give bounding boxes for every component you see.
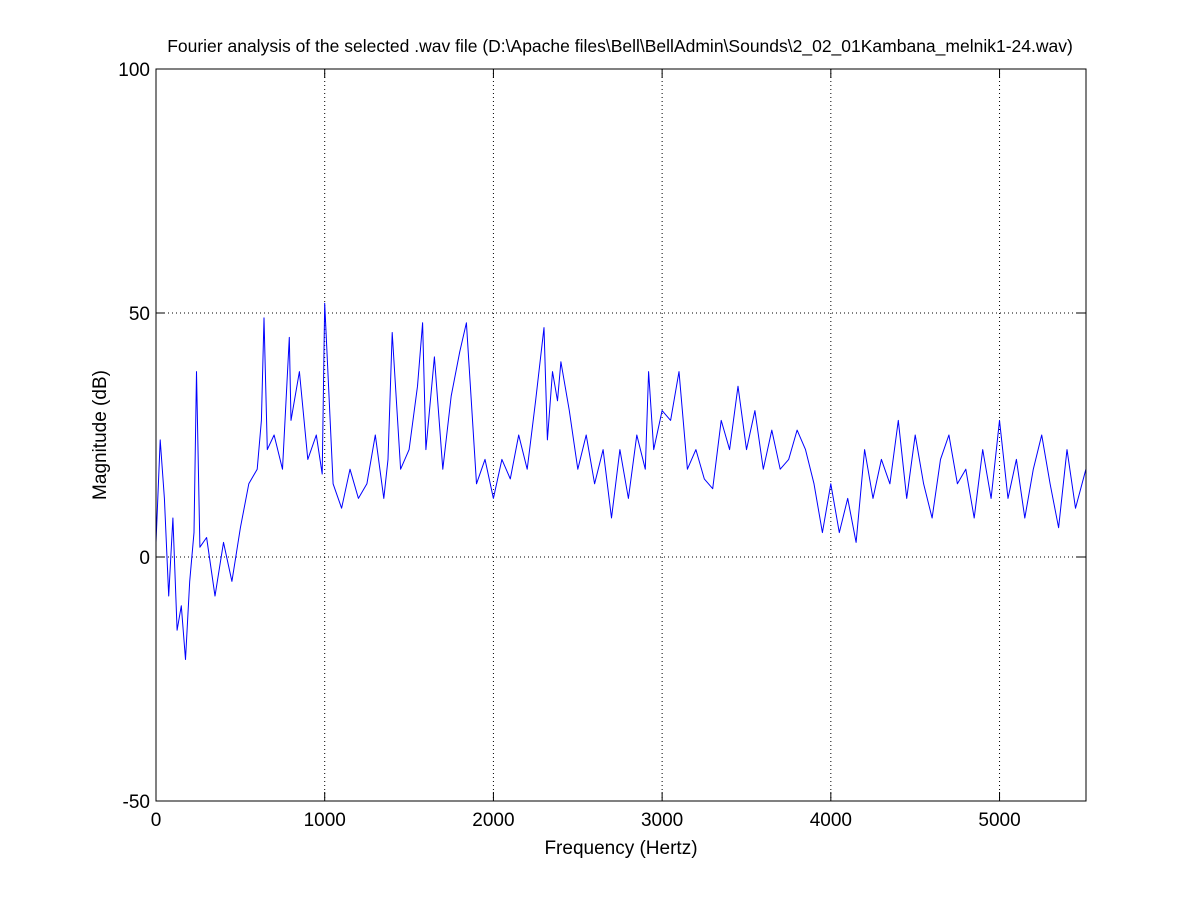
x-tick-label: 3000 — [641, 810, 683, 831]
grid — [156, 69, 1086, 801]
y-tick-label: 0 — [139, 548, 150, 569]
x-tick-label: 4000 — [810, 810, 852, 831]
spectrum-series-line — [155, 302, 1087, 660]
x-tick-label: 1000 — [304, 810, 346, 831]
y-tick-label: 100 — [118, 60, 150, 81]
y-tick-label: 50 — [129, 304, 150, 325]
y-tick-label: -50 — [123, 792, 150, 813]
series-group — [155, 302, 1087, 660]
x-tick-label: 0 — [151, 810, 162, 831]
x-tick-label: 5000 — [978, 810, 1020, 831]
axes-box — [155, 68, 1087, 802]
y-axis-label: Magnitude (dB) — [90, 370, 111, 500]
chart-title: Fourier analysis of the selected .wav fi… — [167, 36, 1073, 57]
x-axis-label: Frequency (Hertz) — [544, 838, 697, 859]
x-tick-label: 2000 — [472, 810, 514, 831]
